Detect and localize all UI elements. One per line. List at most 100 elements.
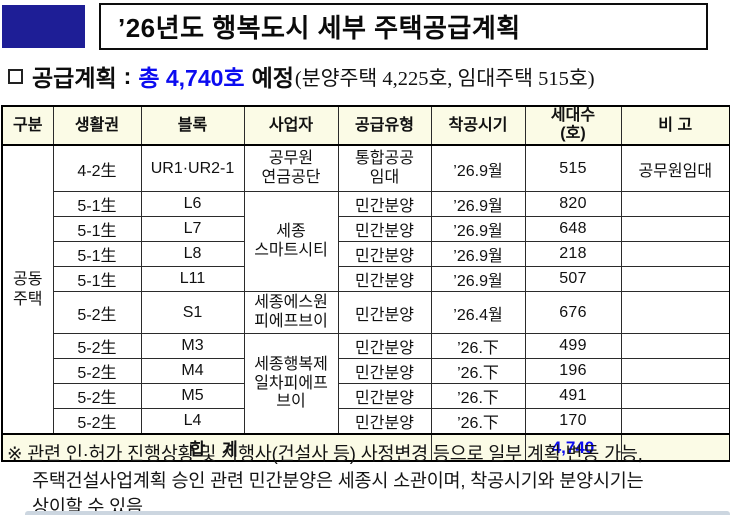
- table-total-row: 합 계 4,740: [1, 433, 730, 462]
- cell-start-date: ’26.下: [430, 408, 526, 435]
- cell-note: 공무원임대: [620, 144, 730, 193]
- cell-supply-type: 민간분양: [337, 333, 432, 360]
- cell-supply-type: 통합공공 임대: [337, 144, 432, 193]
- table-row: 5-1生 L11 민간분양 ’26.9월 507: [2, 266, 730, 293]
- header-developer: 사업자: [243, 105, 339, 146]
- cell-block: L4: [140, 408, 245, 435]
- cell-units: 820: [524, 191, 622, 218]
- cell-start-date: ’26.9월: [430, 191, 526, 218]
- table-row: 5-1生 L7 민간분양 ’26.9월 648: [2, 216, 730, 243]
- cell-note: [620, 266, 730, 293]
- cell-note: [620, 216, 730, 243]
- table-row: 5-2生 M3 세종행복제 일차피에프 브이 민간분양 ’26.下 499: [2, 333, 730, 435]
- cell-supply-type: 민간분양: [337, 291, 432, 335]
- header-start-date: 착공시기: [430, 105, 526, 146]
- cell-start-date: ’26.下: [430, 383, 526, 410]
- table-row: 5-2生 S1 세종에스원 피에프브이 민간분양 ’26.4월 676: [2, 291, 730, 335]
- cell-zone: 5-1生: [52, 191, 142, 218]
- header-note: 비 고: [620, 105, 730, 146]
- cell-block: L11: [140, 266, 245, 293]
- cell-note: [620, 191, 730, 218]
- cell-start-date: ’26.下: [430, 333, 526, 360]
- table-header-row: 구분 생활권 블록 사업자 공급유형 착공시기 세대수 (호) 비 고: [1, 105, 730, 146]
- cell-block: L7: [140, 216, 245, 243]
- footnote: ※ 관련 인·허가 진행상황 및 시행사(건설사 등) 사정변경 등으로 일부 …: [7, 441, 729, 517]
- cell-supply-type: 민간분양: [337, 266, 432, 293]
- supply-colon: :: [123, 62, 132, 89]
- footnote-line-1: ※ 관련 인·허가 진행상황 및 시행사(건설사 등) 사정변경 등으로 일부 …: [7, 443, 643, 464]
- supply-plan-line: 공급계획 : 총 4,740호 예정 (분양주택 4,225호, 임대주택 51…: [6, 59, 730, 93]
- cell-developer: 세종에스원 피에프브이: [243, 291, 339, 335]
- cell-developer: 세종 스마트시티: [243, 191, 339, 293]
- cell-block: M5: [140, 383, 245, 410]
- table-row: 5-2生 M4 민간분양 ’26.下 196: [2, 358, 730, 385]
- cell-zone: 5-2生: [52, 291, 142, 335]
- cell-supply-type: 민간분양: [337, 191, 432, 218]
- table-row: 5-2生 M5 민간분양 ’26.下 491: [2, 383, 730, 410]
- table-row: 5-1生 L6 세종 스마트시티 민간분양 ’26.9월 820: [2, 191, 730, 293]
- supply-detail: (분양주택 4,225호, 임대주택 515호): [294, 68, 595, 90]
- title-box: ’26년도 행복도시 세부 주택공급계획: [99, 3, 708, 50]
- cell-units: 170: [524, 408, 622, 435]
- cell-zone: 5-2生: [52, 383, 142, 410]
- total-units: 4,740: [524, 433, 622, 462]
- cell-supply-type: 민간분양: [337, 408, 432, 435]
- cell-note: [620, 241, 730, 268]
- cell-start-date: ’26.9월: [430, 266, 526, 293]
- housing-supply-table: 구분 생활권 블록 사업자 공급유형 착공시기 세대수 (호) 비 고 공동 주…: [1, 105, 730, 463]
- cell-start-date: ’26.4월: [430, 291, 526, 335]
- cell-zone: 5-2生: [52, 333, 142, 360]
- square-bullet-icon: [8, 68, 23, 84]
- header-zone: 생활권: [52, 105, 142, 146]
- supply-total-highlight: 총 4,740호: [138, 65, 245, 91]
- cell-block: S1: [140, 291, 245, 335]
- cell-units: 218: [524, 241, 622, 268]
- cell-zone: 5-1生: [52, 241, 142, 268]
- cell-note: [620, 358, 730, 385]
- cell-zone: 5-2生: [52, 408, 142, 435]
- cell-category-group: 공동 주택: [1, 144, 54, 435]
- header-supply-type: 공급유형: [337, 105, 432, 146]
- cell-supply-type: 민간분양: [337, 241, 432, 268]
- cell-units: 676: [524, 291, 622, 335]
- cell-note: [620, 333, 730, 360]
- cell-note: [620, 408, 730, 435]
- cell-note: [620, 291, 730, 335]
- cell-zone: 4-2生: [52, 144, 142, 193]
- navy-decoration-block: [2, 5, 85, 48]
- cell-zone: 5-2生: [52, 358, 142, 385]
- cell-block: M3: [140, 333, 245, 360]
- footnote-line-2: 주택건설사업계획 승인 관련 민간분양은 세종시 소관이며, 착공시기와 분양시…: [32, 469, 644, 491]
- cell-units: 196: [524, 358, 622, 385]
- cell-units: 499: [524, 333, 622, 360]
- cell-block: M4: [140, 358, 245, 385]
- next-section-edge: [25, 511, 730, 515]
- cell-start-date: ’26.9월: [430, 216, 526, 243]
- cell-supply-type: 민간분양: [337, 383, 432, 410]
- supply-suffix: 예정: [251, 65, 294, 91]
- cell-zone: 5-1生: [52, 216, 142, 243]
- cell-note: [620, 383, 730, 410]
- total-note-empty: [620, 433, 730, 462]
- cell-block: UR1·UR2-1: [140, 144, 245, 193]
- header-block: 블록: [140, 105, 245, 146]
- cell-developer: 공무원 연금공단: [243, 144, 339, 193]
- cell-units: 515: [524, 144, 622, 193]
- cell-units: 507: [524, 266, 622, 293]
- cell-supply-type: 민간분양: [337, 358, 432, 385]
- cell-developer: 세종행복제 일차피에프 브이: [243, 333, 339, 435]
- cell-zone: 5-1生: [52, 266, 142, 293]
- total-label: 합 계: [1, 433, 432, 462]
- cell-start-date: ’26.9월: [430, 241, 526, 268]
- cell-start-date: ’26.下: [430, 358, 526, 385]
- cell-start-date: ’26.9월: [430, 144, 526, 193]
- header-units: 세대수 (호): [524, 105, 622, 146]
- supply-label: 공급계획: [32, 65, 117, 91]
- cell-block: L6: [140, 191, 245, 218]
- table-row: 5-2生 L4 민간분양 ’26.下 170: [2, 408, 730, 435]
- header-category: 구분: [1, 105, 54, 146]
- cell-supply-type: 민간분양: [337, 216, 432, 243]
- cell-units: 491: [524, 383, 622, 410]
- table-row: 5-1生 L8 민간분양 ’26.9월 218: [2, 241, 730, 268]
